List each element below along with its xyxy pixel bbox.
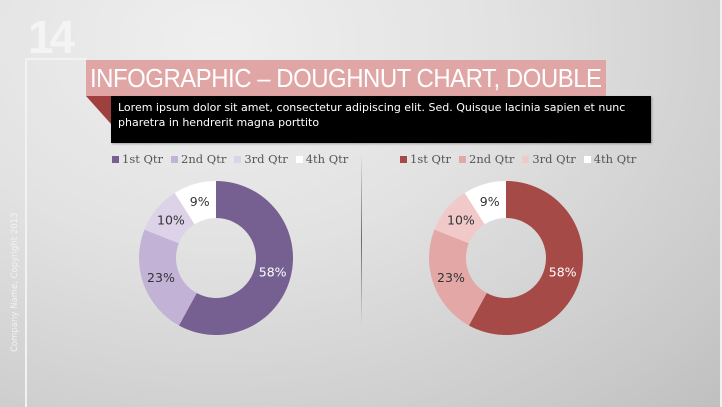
doughnut-segment	[464, 181, 506, 225]
legend-swatch	[459, 155, 467, 163]
doughnut-segment	[468, 181, 583, 335]
legend-swatch	[522, 155, 530, 163]
legend-label: 1st Qtr	[122, 152, 164, 166]
doughnut-chart-right: 58% 23% 10% 9%	[428, 180, 584, 340]
frame-line-left	[25, 58, 27, 407]
legend-swatch	[234, 155, 242, 163]
legend-label: 4th Qtr	[593, 152, 637, 166]
segment-label: 9%	[480, 194, 500, 209]
legend-label: 1st Qtr	[410, 152, 452, 166]
legend-swatch	[400, 155, 407, 163]
legend-item: 2nd Qtr	[459, 152, 514, 166]
legend-label: 3rd Qtr	[532, 152, 576, 166]
description-text: Lorem ipsum dolor sit amet, consectetur …	[118, 101, 626, 129]
segment-label: 9%	[190, 194, 210, 209]
segment-label: 10%	[447, 213, 475, 228]
ribbon-fold	[86, 96, 111, 124]
legend-item: 1st Qtr	[112, 152, 163, 166]
slide-number: 14	[28, 11, 75, 63]
segment-label: 23%	[437, 270, 465, 285]
segment-label: 58%	[549, 265, 577, 280]
legend-item: 3rd Qtr	[234, 152, 288, 166]
segment-label: 23%	[147, 270, 175, 285]
legend-right-chart: 1st Qtr 2nd Qtr 3rd Qtr 4th Qtr	[400, 152, 636, 166]
slide-right-edge	[720, 0, 722, 407]
legend-item: 4th Qtr	[295, 152, 349, 166]
description-box: Lorem ipsum dolor sit amet, consectetur …	[111, 96, 651, 143]
legend-left-chart: 1st Qtr 2nd Qtr 3rd Qtr 4th Qtr	[112, 152, 348, 166]
chart-divider	[361, 152, 362, 328]
legend-item: 2nd Qtr	[171, 152, 226, 166]
doughnut-segment	[178, 181, 293, 335]
legend-item: 3rd Qtr	[522, 152, 576, 166]
legend-label: 2nd Qtr	[469, 152, 515, 166]
legend-swatch	[583, 155, 591, 163]
frame-line-top	[25, 58, 87, 60]
legend-label: 2nd Qtr	[181, 152, 227, 166]
doughnut-chart-left: 58% 23% 10% 9%	[138, 180, 294, 340]
legend-label: 3rd Qtr	[244, 152, 288, 166]
slide-title: INFOGRAPHIC – DOUGHNUT CHART, DOUBLE	[90, 63, 602, 93]
title-bar	[86, 60, 606, 96]
legend-swatch	[171, 155, 179, 163]
doughnut-segment	[144, 192, 195, 244]
doughnut-segment	[434, 192, 485, 244]
segment-label: 58%	[259, 265, 287, 280]
doughnut-segment	[429, 229, 487, 326]
legend-item: 1st Qtr	[400, 152, 451, 166]
segment-label: 10%	[157, 213, 185, 228]
legend-item: 4th Qtr	[583, 152, 637, 166]
footer-copyright: Company Name, Copyright 2013	[10, 212, 20, 353]
doughnut-segment	[139, 229, 197, 326]
doughnut-segment	[174, 181, 216, 225]
legend-label: 4th Qtr	[305, 152, 349, 166]
legend-swatch	[112, 155, 119, 163]
legend-swatch	[295, 155, 303, 163]
